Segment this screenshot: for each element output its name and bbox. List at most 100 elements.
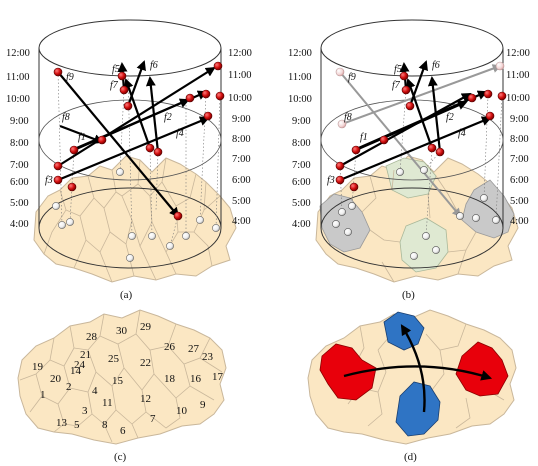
time-tick: 4:00 [232, 216, 251, 227]
panel-b: f9 f5 f6 f7 f8 f1 f2 f4 f3 12:00 11:00 1… [288, 19, 530, 301]
flow-label: f8 [62, 112, 70, 123]
time-axis-right: 12:00 11:00 10:00 9:00 8:00 7:00 6:00 5:… [228, 48, 252, 227]
region-number: 22 [140, 357, 151, 369]
region-number: 5 [74, 419, 80, 431]
flow-label: f5 [394, 64, 402, 75]
region-number: 25 [108, 353, 120, 365]
time-cylinder [320, 19, 504, 269]
time-tick: 11:00 [6, 72, 30, 83]
time-tick: 6:00 [10, 177, 29, 188]
panel-d: (d) [307, 309, 517, 463]
region-number: 7 [150, 413, 156, 425]
time-tick: 8:00 [232, 134, 251, 145]
time-tick: 4:00 [10, 219, 29, 230]
location-dots [52, 168, 220, 262]
region-number: 17 [212, 371, 224, 383]
flow-label: f2 [164, 112, 172, 123]
time-axis-left: 12:00 11:00 10:00 9:00 8:00 7:00 6:00 5:… [288, 48, 312, 230]
event-dots [53, 61, 225, 221]
flow-label: f7 [392, 80, 401, 91]
flow-label: f3 [327, 175, 335, 186]
panel-a: f9 f5 f6 f7 f8 f1 f2 f4 f3 12:00 11:00 1… [6, 19, 252, 301]
region-number: 4 [92, 385, 98, 397]
region-number: 9 [200, 399, 206, 411]
time-tick: 5:00 [10, 198, 29, 209]
faded-flow-arrows [339, 64, 502, 218]
flow-label: f3 [45, 175, 53, 186]
time-tick: 8:00 [10, 138, 29, 149]
region-number: 11 [102, 397, 113, 409]
time-tick: 6:00 [232, 175, 251, 186]
time-tick: 10:00 [228, 93, 252, 104]
faded-event-dots [335, 61, 505, 129]
flow-label: f5 [112, 64, 120, 75]
flow-label: f9 [348, 72, 356, 83]
time-tick: 11:00 [228, 70, 252, 81]
region-number: 15 [112, 375, 124, 387]
red-region-left [319, 343, 377, 401]
time-axis-right: 12:00 11:00 10:00 9:00 8:00 7:00 6:00 5:… [506, 48, 530, 227]
region-number: 2 [66, 381, 72, 393]
region-number: 21 [80, 349, 91, 361]
region-number: 13 [56, 417, 68, 429]
red-region-right [455, 341, 509, 397]
location-dots [332, 166, 500, 260]
caption-a: (a) [120, 289, 133, 301]
flow-label: f4 [176, 128, 184, 139]
region-number: 14 [70, 365, 82, 377]
flow-label: f9 [66, 72, 74, 83]
time-tick: 9:00 [292, 116, 311, 127]
flow-arrows [339, 60, 492, 182]
event-dots [335, 71, 507, 192]
time-tick: 12:00 [228, 48, 252, 59]
time-tick: 5:00 [232, 196, 251, 207]
time-tick: 7:00 [510, 154, 529, 165]
region-number: 29 [140, 321, 152, 333]
time-tick: 8:00 [292, 138, 311, 149]
map-borders [19, 309, 223, 443]
region-number: 27 [188, 343, 200, 355]
map-base [33, 155, 237, 283]
region-number: 16 [190, 373, 202, 385]
caption-c: (c) [114, 451, 127, 463]
map-base [17, 309, 227, 445]
caption-b: (b) [402, 289, 415, 301]
region-number: 12 [140, 393, 151, 405]
time-tick: 10:00 [288, 94, 312, 105]
time-tick: 10:00 [6, 94, 30, 105]
flow-arrows [343, 324, 493, 413]
flow-label: f6 [432, 60, 440, 71]
flow-label: f4 [458, 128, 466, 139]
region-number: 23 [202, 351, 214, 363]
grey-region-right [461, 179, 515, 239]
panel-c: 1 2 3 4 5 6 7 8 9 10 11 12 13 14 15 16 1… [17, 309, 227, 463]
map-base [307, 309, 517, 445]
flow-labels: f9 f5 f6 f7 f8 f1 f2 f4 f3 [327, 60, 466, 186]
map-base [315, 155, 519, 283]
region-numbers: 1 2 3 4 5 6 7 8 9 10 11 12 13 14 15 16 1… [32, 321, 224, 437]
region-number: 3 [82, 405, 88, 417]
region-number: 26 [164, 341, 176, 353]
time-tick: 9:00 [510, 114, 529, 125]
time-tick: 11:00 [288, 72, 312, 83]
time-tick: 5:00 [292, 198, 311, 209]
time-tick: 11:00 [506, 70, 530, 81]
flow-labels: f9 f5 f6 f7 f8 f1 f2 f4 f3 [45, 60, 184, 186]
region-number: 8 [102, 419, 108, 431]
time-tick: 8:00 [510, 134, 529, 145]
region-number: 10 [176, 405, 188, 417]
region-number: 30 [116, 325, 128, 337]
time-tick: 12:00 [288, 48, 312, 59]
time-tick: 5:00 [510, 196, 529, 207]
time-tick: 9:00 [232, 114, 251, 125]
region-number: 1 [40, 389, 46, 401]
region-number: 28 [86, 331, 98, 343]
flow-label: f1 [360, 132, 368, 143]
region-number: 19 [32, 361, 44, 373]
time-tick: 6:00 [510, 175, 529, 186]
caption-d: (d) [404, 451, 417, 463]
flow-label: f1 [78, 132, 86, 143]
region-number: 24 [74, 359, 86, 371]
time-tick: 7:00 [292, 160, 311, 171]
